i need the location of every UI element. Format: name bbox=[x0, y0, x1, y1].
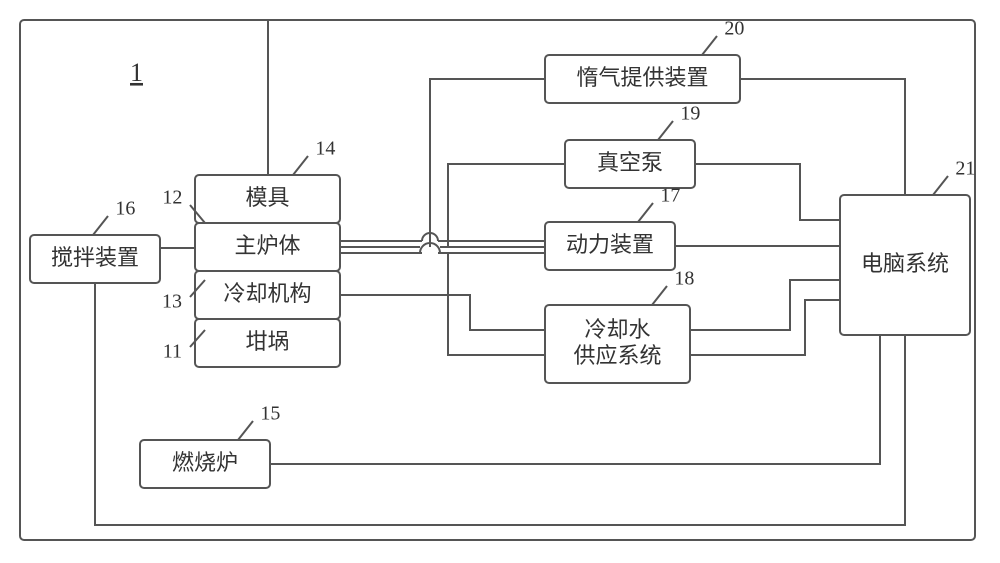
label-n14: 模具 bbox=[245, 185, 289, 210]
wire-18-to-21b bbox=[690, 300, 840, 355]
label-n11: 坩埚 bbox=[245, 329, 289, 354]
system-block-diagram: 搅拌装置 模具主炉体冷却机构坩埚燃烧炉 惰气提供装置真空泵动力装置冷却水供应系统 电脑… bbox=[0, 0, 1000, 563]
wire-13-to-18a bbox=[340, 295, 545, 330]
label-n20: 惰气提供装置 bbox=[576, 65, 708, 90]
label-n16: 搅拌装置 bbox=[51, 245, 139, 270]
num-n11: 11 bbox=[163, 341, 182, 363]
label-n12: 主炉体 bbox=[234, 233, 300, 258]
label-n21: 电脑系统 bbox=[861, 251, 949, 276]
label-n13: 冷却机构 bbox=[223, 281, 311, 306]
wire-bus-to-18b bbox=[448, 253, 545, 355]
num-n12: 12 bbox=[162, 186, 182, 208]
wire-20-to-21 bbox=[740, 79, 905, 195]
leader-n15 bbox=[238, 421, 253, 440]
system-number: 1 bbox=[130, 58, 143, 87]
leader-n20 bbox=[702, 36, 717, 55]
label-n19: 真空泵 bbox=[597, 150, 663, 175]
num-n17: 17 bbox=[660, 184, 680, 206]
num-n19: 19 bbox=[680, 102, 700, 124]
leader-n19 bbox=[658, 121, 673, 140]
leader-n17 bbox=[638, 203, 653, 222]
label-n18-line1: 供应系统 bbox=[573, 343, 661, 368]
num-n18: 18 bbox=[674, 267, 694, 289]
num-n20: 20 bbox=[724, 17, 744, 39]
leader-n16 bbox=[93, 216, 108, 235]
num-n14: 14 bbox=[315, 137, 335, 159]
boxes-group: 搅拌装置 模具主炉体冷却机构坩埚燃烧炉 惰气提供装置真空泵动力装置冷却水供应系统 电脑… bbox=[30, 55, 970, 488]
leader-n14 bbox=[293, 156, 308, 175]
wire-19-to-21 bbox=[695, 164, 840, 220]
label-n15: 燃烧炉 bbox=[172, 450, 238, 475]
num-n15: 15 bbox=[260, 402, 280, 424]
label-n17: 动力装置 bbox=[566, 232, 654, 257]
num-n16: 16 bbox=[115, 197, 135, 219]
label-n18-line0: 冷却水 bbox=[584, 317, 650, 342]
num-n13: 13 bbox=[162, 291, 182, 313]
wire-18-to-21a bbox=[690, 280, 840, 330]
num-n21: 21 bbox=[955, 157, 975, 179]
leader-n21 bbox=[933, 176, 948, 195]
leader-n18 bbox=[652, 286, 667, 305]
